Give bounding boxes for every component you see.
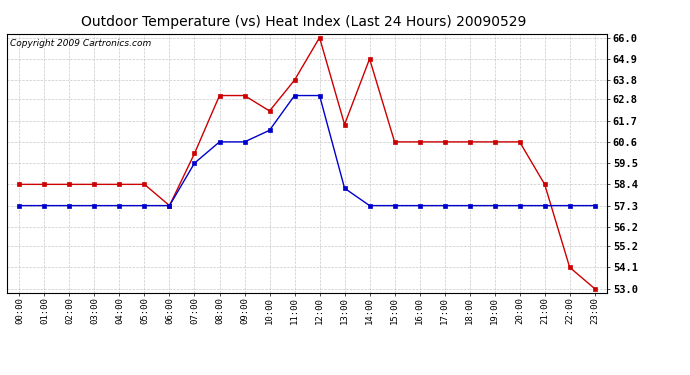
Text: Copyright 2009 Cartronics.com: Copyright 2009 Cartronics.com (10, 39, 151, 48)
Text: Outdoor Temperature (vs) Heat Index (Last 24 Hours) 20090529: Outdoor Temperature (vs) Heat Index (Las… (81, 15, 526, 29)
